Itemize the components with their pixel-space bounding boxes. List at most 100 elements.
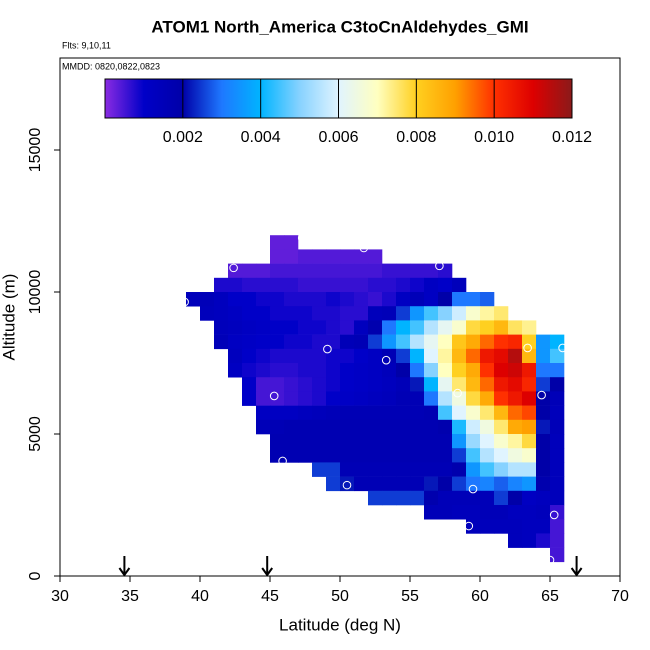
heatmap-cell xyxy=(256,405,271,421)
heatmap-cell xyxy=(410,263,425,279)
heatmap-cell xyxy=(270,405,285,421)
sample-point xyxy=(549,510,559,520)
heatmap-cell xyxy=(312,434,327,449)
heatmap-cell xyxy=(298,263,313,279)
heatmap-cell xyxy=(382,391,397,406)
heatmap-cell xyxy=(340,434,355,449)
heatmap-cell xyxy=(438,377,453,392)
heatmap-cell xyxy=(396,306,411,321)
heatmap-cell xyxy=(522,348,537,364)
heatmap-cell xyxy=(270,235,285,250)
heatmap-cell xyxy=(494,363,509,378)
heatmap-cell xyxy=(326,249,341,264)
heatmap-cell xyxy=(494,519,509,534)
annotation: Flts: 9,10,11 xyxy=(62,40,111,50)
heatmap-cell xyxy=(424,377,439,392)
sample-point xyxy=(558,343,567,353)
heatmap-cell xyxy=(536,476,551,492)
heatmap-cell xyxy=(200,292,215,307)
heatmap-cell xyxy=(368,292,383,307)
heatmap-cell xyxy=(214,292,229,307)
heatmap-cell xyxy=(228,363,243,378)
heatmap-cell xyxy=(396,405,411,421)
heatmap-cell xyxy=(368,348,383,364)
flight-arrow xyxy=(261,556,274,577)
heatmap-cell xyxy=(522,320,537,335)
heatmap-cell xyxy=(396,448,411,463)
heatmap-cell xyxy=(494,490,509,506)
sample-point xyxy=(323,344,332,354)
sample-point xyxy=(180,297,189,307)
heatmap-cell xyxy=(508,405,523,421)
heatmap-cell xyxy=(452,348,467,364)
heatmap-cell xyxy=(438,334,453,350)
heatmap-cell xyxy=(382,434,397,449)
heatmap-cell xyxy=(424,505,439,520)
heatmap-cell xyxy=(452,292,467,307)
heatmap-cell xyxy=(382,405,397,421)
heatmap-cell xyxy=(256,306,271,321)
heatmap-cell xyxy=(214,320,229,335)
heatmap-cell xyxy=(536,462,551,477)
heatmap-cell xyxy=(480,405,495,421)
heatmap-cell xyxy=(396,419,411,435)
x-tick-label: 45 xyxy=(261,588,279,605)
colorbar-tick-label: 0.010 xyxy=(474,129,514,146)
heatmap-cell xyxy=(452,476,467,492)
heatmap-cell xyxy=(368,277,383,293)
heatmap-cell xyxy=(410,292,425,307)
heatmap-cell xyxy=(256,419,271,435)
heatmap-cell xyxy=(382,277,397,293)
heatmap-cell xyxy=(410,277,425,293)
heatmap-cell xyxy=(452,434,467,449)
heatmap-cell xyxy=(284,448,299,463)
heatmap-cell xyxy=(410,306,425,321)
heatmap-cell xyxy=(368,448,383,463)
heatmap-cell xyxy=(242,277,257,293)
heatmap-cell xyxy=(396,334,411,350)
heatmap-cell xyxy=(480,434,495,449)
heatmap-cell xyxy=(270,249,285,264)
heatmap-cell xyxy=(550,519,565,534)
heatmap-cell xyxy=(368,405,383,421)
heatmap-cell xyxy=(536,505,551,520)
heatmap-cell xyxy=(354,320,369,335)
heatmap-cell xyxy=(312,320,327,335)
heatmap-cell xyxy=(284,377,299,392)
heatmap-cell xyxy=(466,419,481,435)
heatmap-cell xyxy=(256,292,271,307)
heatmap-cell xyxy=(382,334,397,350)
heatmap-cell xyxy=(452,306,467,321)
heatmap-cell xyxy=(424,490,439,506)
heatmap-cell xyxy=(494,334,509,350)
heatmap-cell xyxy=(424,277,439,293)
annotation: MMDD: 0820,0822,0823 xyxy=(62,61,160,71)
heatmap-cell xyxy=(214,277,229,293)
heatmap-cell xyxy=(522,363,537,378)
heatmap-cell xyxy=(326,320,341,335)
heatmap-cell xyxy=(550,391,565,406)
heatmap-cell xyxy=(466,490,481,506)
x-tick-label: 60 xyxy=(471,588,489,605)
heatmap-cell xyxy=(396,476,411,492)
heatmap-cell xyxy=(256,377,271,392)
heatmap-cell xyxy=(326,434,341,449)
heatmap-cell xyxy=(452,377,467,392)
heatmap-cell xyxy=(508,419,523,435)
heatmap-cell xyxy=(550,434,565,449)
heatmap-cell xyxy=(312,249,327,264)
heatmap-cell xyxy=(326,391,341,406)
heatmap-cell xyxy=(270,363,285,378)
heatmap-cell xyxy=(326,292,341,307)
heatmap-cell xyxy=(466,448,481,463)
heatmap-cell xyxy=(298,320,313,335)
heatmap-cell xyxy=(508,462,523,477)
heatmap-cell xyxy=(368,419,383,435)
heatmap-cell xyxy=(466,391,481,406)
heatmap-cell xyxy=(382,476,397,492)
heatmap-cell xyxy=(438,363,453,378)
heatmap-cell xyxy=(480,292,495,307)
heatmap-cell xyxy=(354,419,369,435)
heatmap-cell xyxy=(340,391,355,406)
heatmap-cell xyxy=(466,377,481,392)
